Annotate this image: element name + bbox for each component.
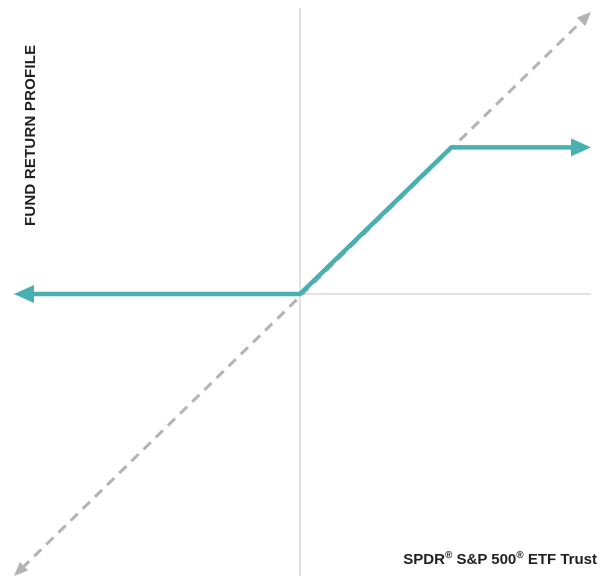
x-axis-label-part: SPDR <box>403 551 445 568</box>
registered-mark: ® <box>516 550 524 561</box>
fund-arrow-right <box>571 138 591 157</box>
benchmark-arrow-left <box>14 561 29 576</box>
y-axis-label: FUND RETURN PROFILE <box>22 44 39 226</box>
chart-series <box>14 12 591 576</box>
x-axis-label-part: S&P 500 <box>452 551 517 568</box>
x-axis-label: SPDR® S&P 500® ETF Trust <box>403 550 597 569</box>
x-axis-label-part: ETF Trust <box>523 551 597 568</box>
registered-mark: ® <box>444 550 453 561</box>
fund-return-line <box>30 145 575 297</box>
fund-arrow-left <box>14 285 34 303</box>
benchmark-arrow-right <box>576 12 591 27</box>
